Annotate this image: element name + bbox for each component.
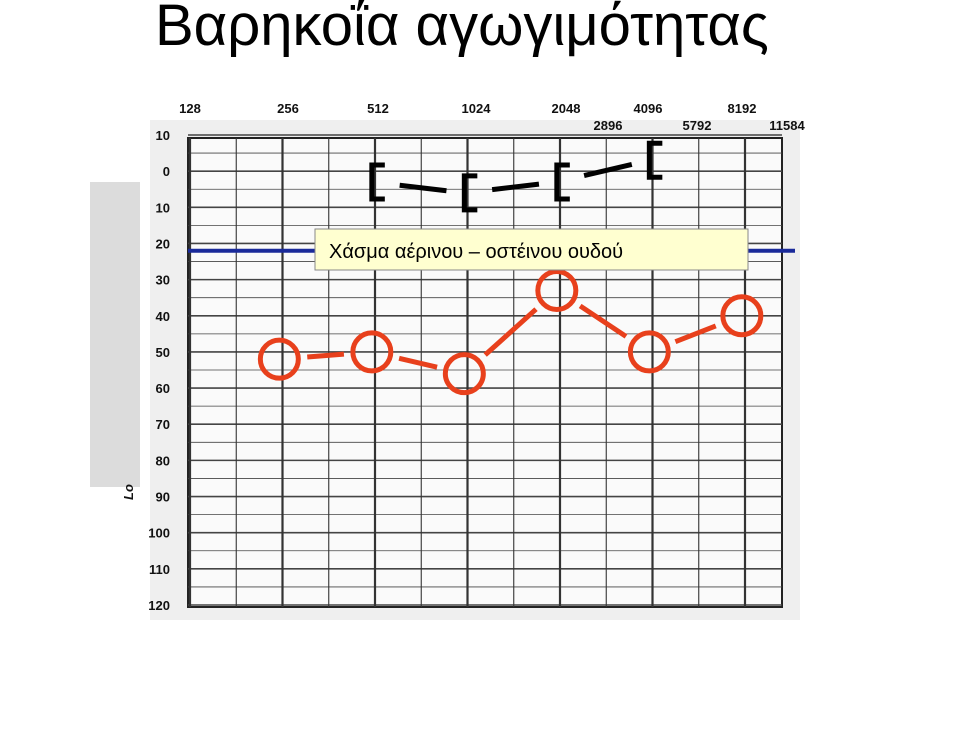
air-conduction-line	[398, 355, 438, 370]
x-tick-sublabel: 2896	[594, 118, 623, 133]
tick-labels: 128 256 512 1024 2048 4096 8192 2896 5792 11584 10…	[121, 101, 805, 613]
slide-title: Βαρηκοΐα αγωγιμότητας	[155, 0, 769, 58]
air-conduction-series	[257, 268, 764, 396]
x-tick-label: 2048	[552, 101, 581, 116]
bone-conduction-marker	[461, 173, 478, 213]
y-tick-label: 50	[156, 345, 170, 360]
x-tick-label: 4096	[634, 101, 663, 116]
bone-conduction-line	[583, 161, 633, 179]
y-tick-label: 120	[148, 598, 170, 613]
air-conduction-marker	[442, 352, 486, 396]
y-tick-label: 80	[156, 453, 170, 468]
air-conduction-line	[674, 323, 717, 345]
air-conduction-marker	[535, 268, 579, 312]
air-conduction-line	[307, 351, 345, 360]
grid	[90, 120, 800, 620]
bone-conduction-marker	[646, 140, 663, 180]
bone-conduction-line	[399, 182, 447, 194]
air-conduction-marker	[257, 337, 301, 381]
plot-frame	[187, 137, 783, 608]
y-tick-label: 60	[156, 381, 170, 396]
y-tick-label: 10	[156, 128, 170, 143]
x-tick-sublabel: 11584	[769, 118, 805, 133]
blank-region	[157, 640, 769, 730]
air-conduction-line	[483, 307, 538, 357]
y-tick-label: 10	[156, 200, 170, 215]
bone-conduction-marker	[554, 162, 570, 202]
annotation-box	[314, 228, 749, 271]
bone-conduction-line	[491, 181, 540, 193]
air-conduction-marker	[627, 330, 671, 374]
bone-conduction-marker	[369, 162, 385, 202]
y-tick-label: 20	[156, 236, 170, 251]
y-tick-label: 0	[163, 164, 170, 179]
left-panel	[90, 182, 140, 487]
bone-conduction-series	[369, 140, 663, 213]
x-tick-label: 8192	[728, 101, 757, 116]
y-axis-label: Lo	[121, 484, 136, 500]
y-tick-label: 90	[156, 490, 170, 505]
annotation-group: Χάσμα αέρινου – οστέινου ουδού	[314, 228, 749, 271]
x-tick-label: 256	[277, 101, 299, 116]
air-conduction-marker	[720, 294, 764, 338]
x-tick-sublabel: 5792	[683, 118, 712, 133]
x-tick-label: 1024	[462, 101, 492, 116]
y-tick-label: 100	[148, 526, 170, 541]
y-tick-label: 110	[149, 562, 170, 577]
y-tick-label: 30	[156, 273, 170, 288]
x-tick-label: 512	[367, 101, 389, 116]
x-tick-label: 128	[179, 101, 201, 116]
air-conduction-line	[578, 303, 628, 339]
y-tick-label: 40	[156, 309, 170, 324]
y-tick-label: 70	[156, 417, 170, 432]
air-conduction-marker	[350, 330, 394, 374]
gap-annotation: Χάσμα αέρινου – οστέινου ουδού	[329, 241, 623, 263]
